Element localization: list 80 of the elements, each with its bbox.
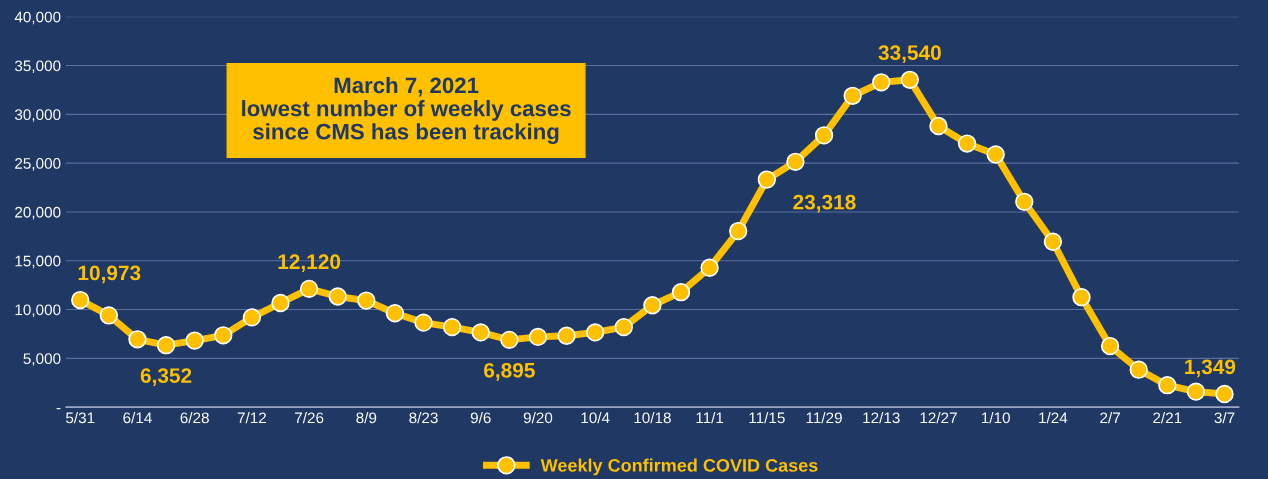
x-tick-label: 11/1 xyxy=(696,412,724,424)
x-tick-label: 8/9 xyxy=(356,412,377,424)
y-tick-label: 20,000 xyxy=(15,206,61,220)
point xyxy=(986,145,1005,164)
x-tick-label: 12/27 xyxy=(920,412,957,424)
x-tick-label: 2/21 xyxy=(1153,412,1182,424)
point xyxy=(872,73,891,92)
annotation: March 7, 2021 lowest number of weekly cases since CMS has been tracking xyxy=(242,76,571,144)
point xyxy=(185,331,204,350)
point xyxy=(328,287,347,306)
point xyxy=(957,134,977,153)
point xyxy=(786,152,805,171)
point xyxy=(614,317,633,337)
point xyxy=(242,308,262,327)
point xyxy=(1129,360,1148,379)
x-tick-label: 3/7 xyxy=(1214,412,1235,424)
y-tick-label: 25,000 xyxy=(15,158,61,171)
point xyxy=(128,330,147,349)
x-tick-label: 7/26 xyxy=(295,412,324,424)
y-tick-label: 5,000 xyxy=(23,353,61,366)
x-tick-label: 6/14 xyxy=(123,412,152,424)
y-tick-label: 10,000 xyxy=(15,304,61,318)
point xyxy=(1043,232,1063,251)
y-tick-label: 35,000 xyxy=(14,60,61,74)
point xyxy=(414,313,433,332)
point xyxy=(1158,376,1177,395)
data-label: 1,349 xyxy=(1185,359,1236,378)
point xyxy=(929,116,948,136)
x-tick-label: 10/4 xyxy=(581,412,610,424)
point xyxy=(471,323,490,342)
data-label: 6,352 xyxy=(140,368,192,386)
y-tick-label: - xyxy=(56,408,61,410)
point xyxy=(156,335,176,355)
point xyxy=(357,291,376,310)
x-tick-label: 8/23 xyxy=(409,412,438,424)
x-tick-label: 12/13 xyxy=(863,412,900,424)
x-tick-label: 6/28 xyxy=(180,412,209,424)
x-tick-label: 11/29 xyxy=(806,412,842,424)
point xyxy=(528,327,548,347)
data-label: 33,540 xyxy=(878,45,941,64)
legend-label: Weekly Confirmed COVID Cases xyxy=(540,458,818,476)
point xyxy=(1186,382,1206,401)
x-tick-label: 9/6 xyxy=(470,412,491,424)
y-tick-label: 40,000 xyxy=(14,11,61,25)
point xyxy=(214,326,233,345)
point xyxy=(586,323,605,342)
y-tick-label: 30,000 xyxy=(14,109,61,122)
point xyxy=(71,290,90,310)
point xyxy=(700,258,719,277)
point xyxy=(99,306,119,325)
data-label: 10,973 xyxy=(78,265,141,284)
x-tick-label: 5/31 xyxy=(65,412,95,424)
point xyxy=(671,283,691,302)
point xyxy=(643,296,662,315)
point xyxy=(271,293,290,313)
x-tick-label: 7/12 xyxy=(237,412,266,424)
point xyxy=(900,70,920,89)
point xyxy=(843,86,862,105)
data-label: 6,895 xyxy=(484,362,535,381)
point xyxy=(1072,287,1091,307)
y-tick-label: 15,000 xyxy=(15,255,61,269)
x-tick-label: 9/20 xyxy=(523,412,553,424)
data-label: 23,318 xyxy=(793,194,856,213)
x-tick-label: 10/18 xyxy=(634,412,671,424)
x-tick-label: 1/10 xyxy=(981,412,1010,424)
point xyxy=(814,126,834,145)
point xyxy=(729,221,748,241)
point xyxy=(1215,384,1234,404)
point xyxy=(299,279,319,299)
point xyxy=(557,326,576,345)
point xyxy=(385,304,405,323)
point xyxy=(442,317,462,337)
point xyxy=(1015,192,1034,211)
x-tick-label: 2/7 xyxy=(1100,412,1120,424)
x-tick-label: 1/24 xyxy=(1039,412,1068,424)
point xyxy=(757,170,776,189)
x-tick-label: 11/15 xyxy=(749,412,785,424)
data-label: 12,120 xyxy=(278,254,341,273)
point xyxy=(1100,336,1120,356)
point xyxy=(500,330,519,350)
